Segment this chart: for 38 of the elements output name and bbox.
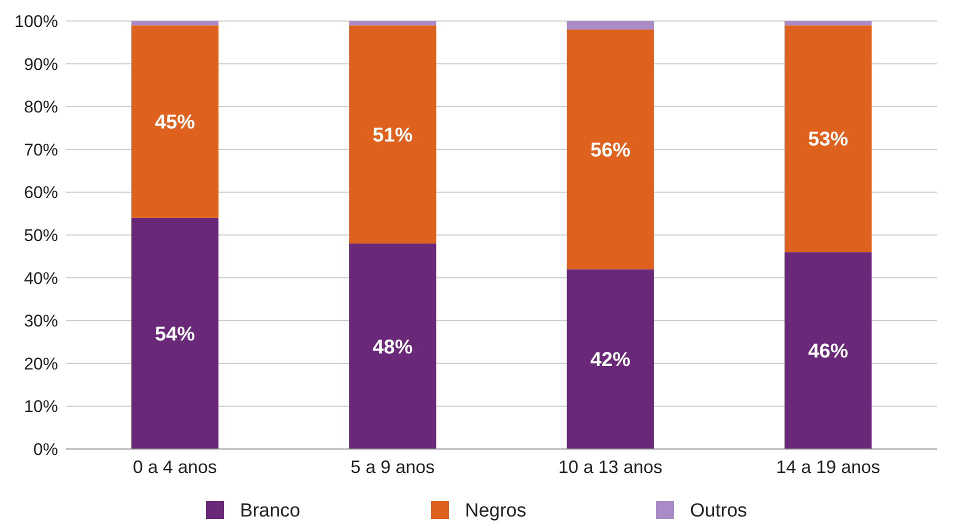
x-tick-label: 14 a 19 anos [776,457,880,477]
bar [131,25,218,218]
x-tick-label: 0 a 4 anos [132,457,217,477]
y-tick-label: 60% [24,183,58,202]
y-tick-label: 40% [24,268,58,288]
data-label: 42% [590,349,631,372]
bar [349,25,436,244]
x-tick-label: 10 a 13 anos [558,457,662,477]
x-tick-label: 5 a 9 anos [350,457,435,477]
data-label: 56% [590,139,631,162]
y-tick-label: 50% [24,226,58,245]
data-label: 51% [372,124,413,146]
y-tick-label: 30% [24,312,58,331]
bar [131,218,218,449]
data-label: 54% [154,323,196,346]
y-tick-label: 20% [24,354,58,374]
y-tick-label: 80% [24,98,58,117]
data-label: 53% [808,128,848,151]
legend-label: Negros [465,500,526,522]
data-label: 45% [154,112,196,134]
bar [349,21,436,26]
data-label: 46% [808,340,848,363]
legend-label: Branco [240,500,300,522]
legend-label: Outros [690,500,748,522]
y-tick-label: 10% [24,397,58,416]
bar [131,21,218,26]
bar [784,252,872,449]
bar [784,25,872,252]
bar [349,244,436,449]
bar [566,30,654,270]
y-tick-label: 90% [24,54,58,74]
y-tick-label: 0% [33,440,58,459]
bar [784,21,872,26]
y-tick-label: 70% [24,140,58,160]
data-label: 48% [372,336,413,358]
bar [566,21,654,30]
bar [566,269,654,449]
y-tick-label: 100% [14,12,58,31]
